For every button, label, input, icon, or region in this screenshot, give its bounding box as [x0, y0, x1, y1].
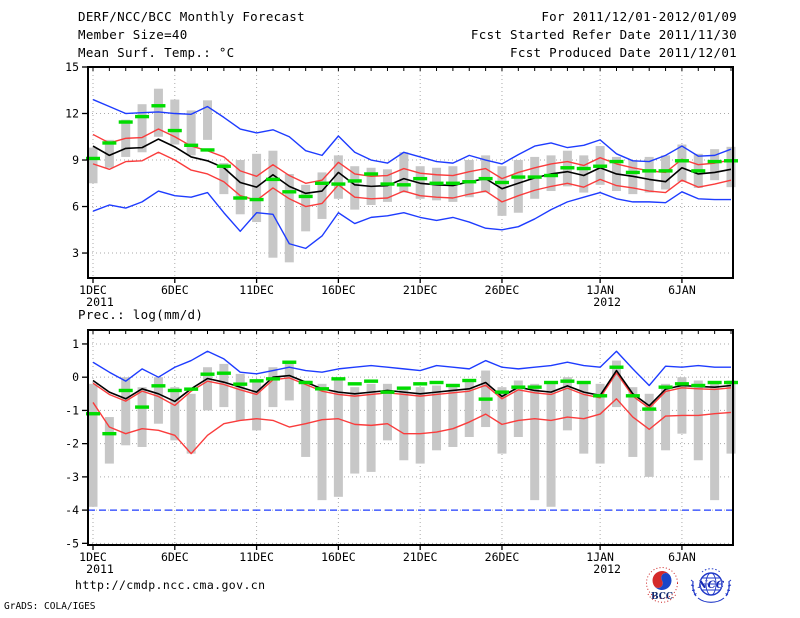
temp-series-median-dashes [86, 104, 738, 202]
svg-text:11DEC: 11DEC [239, 550, 274, 564]
svg-text:6JAN: 6JAN [668, 550, 696, 564]
bcc-logo: BCC [646, 567, 678, 603]
svg-text:15: 15 [65, 60, 79, 74]
fcst-produced-label: Fcst Produced Date 2011/12/01 [510, 45, 737, 60]
svg-text:-5: -5 [65, 536, 79, 550]
svg-text:6DEC: 6DEC [161, 283, 189, 297]
temp-series-ensemble-min [92, 190, 731, 250]
svg-text:2012: 2012 [593, 295, 621, 309]
svg-text:-3: -3 [65, 470, 79, 484]
svg-text:3: 3 [72, 246, 79, 260]
temp-chart-frame [82, 66, 734, 283]
svg-text:-2: -2 [65, 437, 79, 451]
temp-axis-labels: 15 12 9 6 3 1DEC 6DEC 11DEC 16DEC 21DEC 26DEC 1JAN 6… [65, 60, 696, 309]
svg-text:2011: 2011 [86, 295, 114, 309]
svg-text:11DEC: 11DEC [239, 283, 274, 297]
bcc-logo-label: BCC [651, 592, 673, 602]
precip-chart-frame [82, 329, 734, 550]
ncc-logo-label: NCC [697, 579, 725, 591]
svg-text:6JAN: 6JAN [668, 283, 696, 297]
svg-text:1JAN: 1JAN [586, 283, 614, 297]
precip-series-mean-plus-spread [92, 372, 732, 409]
svg-text:21DEC: 21DEC [403, 283, 438, 297]
svg-text:16DEC: 16DEC [321, 283, 356, 297]
page-title: DERF/NCC/BCC Monthly Forecast [78, 9, 305, 24]
temp-series-mean-plus-spread [92, 128, 732, 184]
precip-series-ensemble-max [92, 350, 731, 387]
temp-series-mean-minus-spread [92, 151, 732, 208]
svg-text:12: 12 [65, 107, 79, 121]
temp-series-ensemble-mean [92, 138, 732, 195]
svg-text:1JAN: 1JAN [586, 550, 614, 564]
svg-text:16DEC: 16DEC [321, 550, 356, 564]
logos: BCC NCC [642, 566, 734, 608]
svg-text:6DEC: 6DEC [161, 550, 189, 564]
svg-text:1DEC: 1DEC [79, 283, 107, 297]
svg-text:26DEC: 26DEC [485, 283, 520, 297]
precip-chart-title: Prec.: log(mm/d) [78, 307, 204, 322]
grads-credit: GrADS: COLA/IGES [4, 601, 96, 612]
svg-text:9: 9 [72, 153, 79, 167]
svg-text:26DEC: 26DEC [485, 550, 520, 564]
svg-text:21DEC: 21DEC [403, 550, 438, 564]
svg-text:0: 0 [72, 370, 79, 384]
source-url: http://cmdp.ncc.cma.gov.cn [75, 578, 266, 592]
svg-text:1: 1 [72, 337, 79, 351]
temp-series-ensemble-range-bars [88, 88, 736, 263]
svg-text:-1: -1 [65, 403, 79, 417]
svg-text:-4: -4 [65, 503, 79, 517]
svg-text:2012: 2012 [593, 562, 621, 576]
temp-chart-title: Mean Surf. Temp.: °C [78, 45, 235, 60]
svg-text:1DEC: 1DEC [79, 550, 107, 564]
svg-text:2011: 2011 [86, 562, 114, 576]
precip-series-mean-minus-spread [92, 398, 732, 455]
ncc-logo: NCC [690, 568, 732, 603]
svg-text:6: 6 [72, 200, 79, 214]
temp-series-ensemble-max [92, 98, 732, 165]
precip-series-median-dashes [86, 360, 738, 436]
precip-series-ensemble-mean [92, 369, 732, 407]
fcst-started-label: Fcst Started Refer Date 2011/11/30 [470, 27, 737, 42]
forecast-range-label: For 2011/12/01-2012/01/09 [541, 9, 737, 24]
member-size-label: Member Size=40 [78, 27, 188, 42]
